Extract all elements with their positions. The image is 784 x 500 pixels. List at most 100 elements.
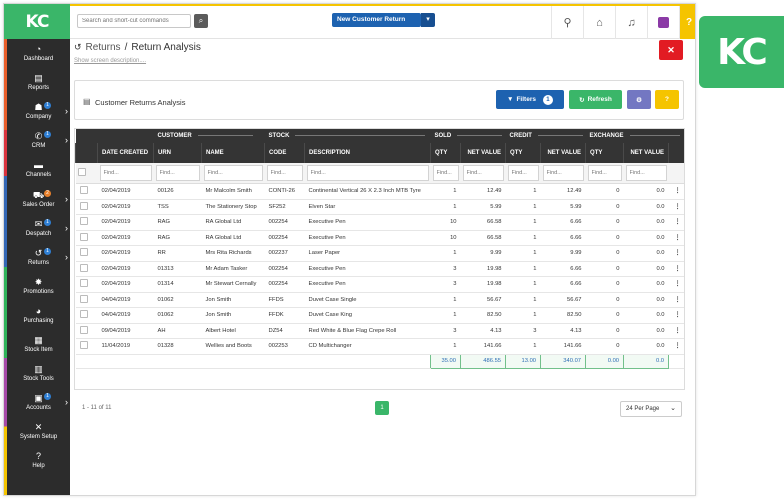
column-header[interactable]: NET VALUE <box>460 143 506 163</box>
sidebar-item-help[interactable]: ? Help <box>7 446 70 475</box>
row-menu-icon[interactable]: ⋮ <box>674 203 681 210</box>
sidebar-item-purchasing[interactable]: ◕ Purchasing <box>7 301 70 330</box>
row-menu-icon[interactable]: ⋮ <box>674 188 681 195</box>
row-menu-icon[interactable]: ⋮ <box>674 296 681 303</box>
table-row[interactable]: 02/04/2019 00126 Mr Malcolm Smith CONTI-26 C… <box>75 183 684 200</box>
table-row[interactable]: 02/04/2019 TSS The Stationery Stop SF252 Elv… <box>75 199 684 215</box>
table-row[interactable]: 11/04/2019 01328 Wellies and Boots 002253 CD… <box>75 338 684 355</box>
sidebar-item-despatch[interactable]: ✉ 1 Despatch › <box>7 214 70 243</box>
sidebar-item-stock-tools[interactable]: ▥ Stock Tools <box>7 359 70 388</box>
column-header[interactable]: QTY <box>585 143 624 163</box>
row-checkbox[interactable] <box>79 186 88 195</box>
table-cell: 0 <box>585 183 624 200</box>
settings-button[interactable]: ⚙ <box>627 90 651 109</box>
page-button-1[interactable]: 1 <box>375 401 389 415</box>
column-filter-input[interactable] <box>155 165 200 181</box>
table-cell: Executive Pen <box>304 230 431 246</box>
column-filter-input[interactable] <box>266 165 303 181</box>
search-input[interactable] <box>77 14 191 28</box>
column-header[interactable]: DATE CREATED <box>97 143 154 163</box>
filters-button[interactable]: ▼ Filters 1 <box>496 90 564 109</box>
table-row[interactable]: 09/04/2019 AH Albert Hotel DZ54 Red White & … <box>75 323 684 339</box>
per-page-select[interactable]: 24 Per Page ⌄ <box>620 401 682 417</box>
notifications-button[interactable]: ♫ <box>615 6 647 39</box>
row-checkbox[interactable] <box>79 248 88 257</box>
column-filter-input[interactable] <box>432 165 459 181</box>
table-cell: 3 <box>430 261 461 277</box>
table-row[interactable]: 04/04/2019 01062 Jon Smith FFDS Duvet Case S… <box>75 292 684 308</box>
select-all-checkbox[interactable] <box>77 168 86 176</box>
row-checkbox[interactable] <box>79 294 88 303</box>
column-header[interactable]: QTY <box>505 143 541 163</box>
search-button[interactable]: ⌕ <box>194 14 208 28</box>
sidebar-item-promotions[interactable]: ✸ Promotions <box>7 272 70 301</box>
column-header[interactable]: NAME <box>200 143 265 163</box>
sidebar-item-dashboard[interactable]: ◔ Dashboard <box>7 39 70 68</box>
row-checkbox[interactable] <box>79 263 88 272</box>
row-checkbox[interactable] <box>79 341 88 350</box>
column-filter-input[interactable] <box>99 165 152 181</box>
column-header[interactable]: URN <box>153 143 202 163</box>
table-row[interactable]: 02/04/2019 RAG RA Global Ltd 002254 Executiv… <box>75 214 684 231</box>
row-menu-icon[interactable]: ⋮ <box>674 234 681 241</box>
logo[interactable]: KC <box>4 4 70 39</box>
column-header[interactable]: CODE <box>264 143 305 163</box>
table-cell: Laser Paper <box>304 245 431 262</box>
row-menu-icon[interactable]: ⋮ <box>674 343 681 350</box>
row-menu-icon[interactable]: ⋮ <box>674 281 681 288</box>
sidebar-item-returns[interactable]: ↺ 1 Returns › <box>7 243 70 272</box>
table-cell: 002254 <box>264 261 305 277</box>
new-customer-return-button[interactable]: New Customer Return <box>332 13 421 27</box>
table-row[interactable]: 02/04/2019 RR Mrs Rita Richards 002237 Laser… <box>75 245 684 262</box>
sidebar-item-accounts[interactable]: ▣ 1 Accounts › <box>7 388 70 417</box>
new-dropdown-button[interactable]: ▾ <box>421 13 435 27</box>
row-menu-icon[interactable]: ⋮ <box>674 250 681 257</box>
column-header[interactable]: DESCRIPTION <box>304 143 431 163</box>
help-button[interactable]: ? <box>679 6 695 39</box>
row-menu-icon[interactable]: ⋮ <box>674 312 681 319</box>
row-checkbox[interactable] <box>79 217 88 226</box>
show-screen-description-link[interactable]: Show screen description.... <box>74 58 147 64</box>
column-filter-input[interactable] <box>306 165 429 181</box>
refresh-button[interactable]: ↻ Refresh <box>569 90 622 109</box>
row-checkbox[interactable] <box>79 325 88 334</box>
column-filter-input[interactable] <box>587 165 622 181</box>
row-checkbox[interactable] <box>79 232 88 241</box>
row-checkbox[interactable] <box>79 310 88 319</box>
report-help-button[interactable]: ? <box>655 90 679 109</box>
table-row[interactable]: 02/04/2019 01313 Mr Adam Tasker 002254 Execu… <box>75 261 684 277</box>
sidebar-item-system-setup[interactable]: ✕ System Setup <box>7 417 70 446</box>
column-filter-input[interactable] <box>507 165 539 181</box>
sidebar-item-stock-item[interactable]: ▦ Stock Item <box>7 330 70 359</box>
sidebar-item-channels[interactable]: ▬ Channels <box>7 155 70 184</box>
table-cell: 002254 <box>264 276 305 293</box>
close-button[interactable]: ✕ <box>659 40 683 60</box>
column-filter-input[interactable] <box>203 165 263 181</box>
column-filter-input[interactable] <box>542 165 584 181</box>
row-menu-icon[interactable]: ⋮ <box>674 219 681 226</box>
column-header[interactable]: QTY <box>430 143 461 163</box>
row-checkbox[interactable] <box>79 201 88 210</box>
table-cell: Jon Smith <box>201 292 265 308</box>
table-cell: 02/04/2019 <box>97 261 154 277</box>
scanner-button[interactable]: ⚲ <box>551 6 583 39</box>
table-row[interactable]: 02/04/2019 01314 Mr Stewart Cernally 002254… <box>75 276 684 293</box>
row-checkbox[interactable] <box>79 279 88 288</box>
sidebar-item-label: Stock Tools <box>23 376 54 383</box>
column-header[interactable]: NET VALUE <box>623 143 669 163</box>
sidebar-item-sales-order[interactable]: ⛟ 2 Sales Order › <box>7 185 70 214</box>
table-row[interactable]: 02/04/2019 RAG RA Global Ltd 002254 Executiv… <box>75 230 684 246</box>
row-menu-icon[interactable]: ⋮ <box>674 265 681 272</box>
sidebar-item-crm[interactable]: ✆ 1 CRM › <box>7 126 70 155</box>
warehouse-button[interactable]: ⌂ <box>583 6 615 39</box>
column-header[interactable]: NET VALUE <box>540 143 586 163</box>
breadcrumb-returns-link[interactable]: Returns <box>85 42 121 53</box>
warehouse-icon: ⌂ <box>596 16 603 29</box>
sidebar-item-reports[interactable]: ▤ Reports <box>7 68 70 97</box>
table-row[interactable]: 04/04/2019 01062 Jon Smith FFDK Duvet Case K… <box>75 307 684 324</box>
user-button[interactable] <box>647 6 679 39</box>
column-filter-input[interactable] <box>462 165 504 181</box>
row-menu-icon[interactable]: ⋮ <box>674 327 681 334</box>
sidebar-item-company[interactable]: ☗ 1 Company › <box>7 97 70 126</box>
column-filter-input[interactable] <box>625 165 667 181</box>
